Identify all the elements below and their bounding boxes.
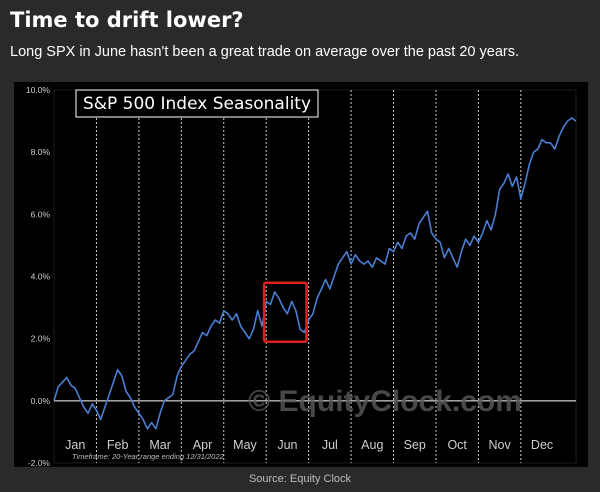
page-subtitle: Long SPX in June hasn't been a great tra… — [10, 44, 520, 60]
month-label-jun: Jun — [277, 438, 297, 452]
y-tick-label: 4.0% — [31, 272, 51, 282]
y-tick-label: 0.0% — [31, 396, 51, 406]
chart-title: S&P 500 Index Seasonality — [83, 94, 311, 114]
watermark: © EquityClock.com — [248, 385, 522, 418]
chart-frame: Jan Feb Mar Apr May Jun Jul Aug Sep Oct Nov Dec -2.0… — [14, 82, 588, 467]
month-label-sep: Sep — [404, 438, 426, 452]
month-label-dec: Dec — [531, 438, 553, 452]
month-label-apr: Apr — [193, 438, 212, 452]
y-tick-label: 10.0% — [26, 85, 51, 95]
month-label-nov: Nov — [488, 438, 511, 452]
month-label-oct: Oct — [447, 438, 467, 452]
month-label-may: May — [233, 438, 257, 452]
month-label-jul: Jul — [322, 438, 338, 452]
source-caption: Source: Equity Clock — [248, 473, 352, 485]
y-tick-label: 2.0% — [31, 334, 51, 344]
month-label-mar: Mar — [149, 438, 171, 452]
chart-title-box — [75, 89, 319, 118]
page-title: Time to drift lower? — [10, 8, 244, 32]
y-tick-label: 6.0% — [31, 209, 51, 219]
chart-footnote: Timeframe: 20-Year range ending 12/31/20… — [72, 452, 225, 461]
seasonality-line — [53, 117, 577, 430]
june-highlight-box — [262, 281, 308, 344]
seasonality-chart: Jan Feb Mar Apr May Jun Jul Aug Sep Oct Nov Dec -2.0… — [26, 85, 577, 467]
y-tick-label: 8.0% — [31, 147, 51, 157]
y-tick-label: -2.0% — [28, 458, 51, 467]
month-label-aug: Aug — [361, 438, 383, 452]
month-label-feb: Feb — [107, 438, 129, 452]
month-label-jan: Jan — [65, 438, 85, 452]
